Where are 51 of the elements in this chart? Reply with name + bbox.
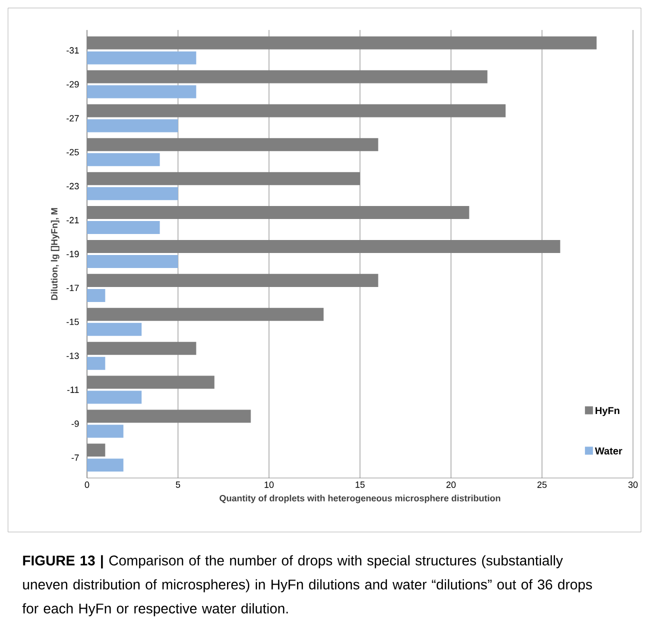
- bar: [87, 104, 506, 118]
- legend-label: HyFn: [596, 407, 620, 416]
- text: FIGURE 13 | Comparison of the number of drops with special structures (substantially uneven distribution of microspheres) in HyFn dilutions and water “dilutions” out of 36 drops for each HyFn or respective water dilution.: [22, 555, 592, 616]
- y-tick-label: -17: [66, 284, 79, 292]
- bar: [87, 255, 178, 268]
- y-tick-label: -9: [72, 420, 79, 427]
- x-tick-label: 30: [628, 482, 638, 488]
- x-tick-label: 15: [356, 482, 365, 488]
- x-tick-label: 10: [264, 482, 274, 488]
- y-tick-label: -7: [72, 454, 79, 461]
- x-tick-label: 5: [176, 482, 180, 488]
- bar: [87, 36, 597, 50]
- bar: [87, 342, 196, 355]
- y-tick-label: -27: [66, 115, 79, 122]
- y-tick-label: -15: [66, 318, 79, 326]
- x-tick-label: 25: [537, 482, 547, 488]
- bar: [87, 138, 378, 152]
- x-tick-label: 20: [446, 482, 456, 488]
- y-tick-label: -13: [66, 352, 79, 360]
- bar: [87, 187, 178, 200]
- bar: [87, 85, 196, 98]
- bar: [87, 240, 560, 253]
- y-tick-label: -11: [67, 386, 79, 393]
- x-axis-title: Quantity of droplets with heterogeneous microsphere distribution: [220, 494, 500, 504]
- bar: [87, 288, 106, 302]
- legend-label: Water: [594, 448, 622, 454]
- y-tick-label: -29: [66, 81, 79, 88]
- bar: [87, 119, 178, 132]
- bar: [87, 390, 142, 404]
- bar: [87, 424, 124, 438]
- y-axis-title: Dilution, lg []HyFn], M: [50, 208, 60, 300]
- bar: [87, 221, 160, 234]
- bar: [87, 458, 124, 472]
- bar: [87, 322, 142, 336]
- bar: [87, 356, 106, 370]
- y-tick-label: -31: [66, 47, 79, 54]
- bar: [87, 274, 378, 287]
- y-tick-label: -19: [66, 250, 79, 258]
- bar: [87, 308, 324, 321]
- bar: [87, 70, 488, 84]
- bar: [87, 376, 214, 389]
- y-tick-label: -25: [66, 148, 79, 156]
- x-tick-label: 0: [84, 482, 90, 488]
- y-tick-label: -21: [66, 216, 79, 224]
- bar: [87, 153, 160, 166]
- bar: [87, 51, 196, 64]
- bar: [87, 410, 251, 423]
- y-tick-label: -23: [66, 182, 79, 190]
- bar: [87, 206, 470, 220]
- bar: [87, 172, 360, 186]
- bar: [87, 444, 106, 457]
